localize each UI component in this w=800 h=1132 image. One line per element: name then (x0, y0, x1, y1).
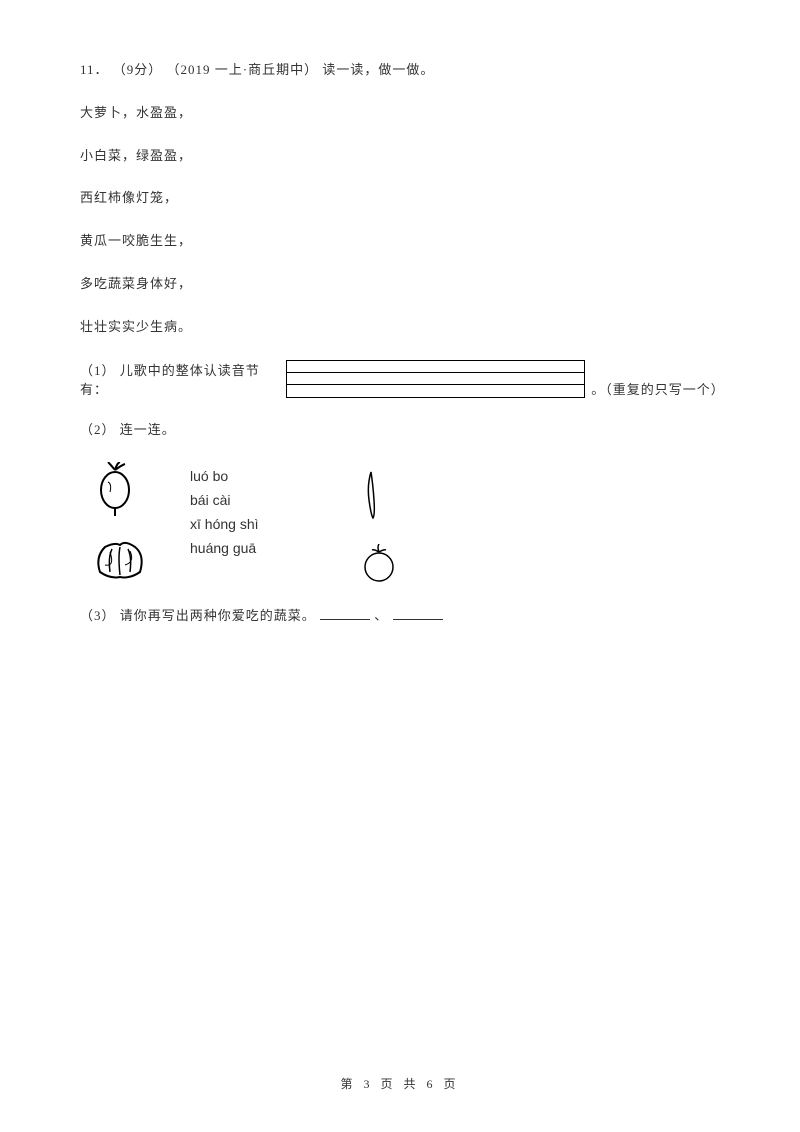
page-footer: 第 3 页 共 6 页 (0, 1075, 800, 1092)
question-points: （9分） (113, 62, 163, 77)
left-vegetables (90, 462, 150, 582)
question-number: 11． (80, 62, 109, 77)
sub-question-2: （2） 连一连。 (80, 420, 720, 441)
poem-line-5: 多吃蔬菜身体好， (80, 274, 720, 295)
tomato-icon (359, 544, 399, 584)
right-vegetables (359, 470, 409, 584)
sub-question-3: （3） 请你再写出两种你爱吃的蔬菜。 、 (80, 606, 720, 627)
question-header: 11． （9分） （2019 一上·商丘期中） 读一读，做一做。 (80, 60, 720, 81)
poem-line-2: 小白菜，绿盈盈， (80, 146, 720, 167)
sub3-sep: 、 (374, 608, 388, 623)
poem-line-6: 壮壮实实少生病。 (80, 317, 720, 338)
cucumber-icon (359, 470, 383, 520)
blank-2[interactable] (393, 606, 443, 620)
pinyin-column: luó bo bái cài xī hóng shì huáng guā (190, 468, 259, 556)
pinyin-luobo: luó bo (190, 468, 259, 484)
sub1-label: （1） 儿歌中的整体认读音节有： (80, 360, 280, 398)
writing-grid[interactable] (286, 360, 585, 398)
cabbage-icon (90, 537, 150, 582)
question-source: （2019 一上·商丘期中） (167, 62, 319, 77)
sub1-suffix: 。（重复的只写一个） (591, 379, 720, 398)
poem-line-3: 西红柿像灯笼， (80, 188, 720, 209)
page-content: 11． （9分） （2019 一上·商丘期中） 读一读，做一做。 大萝卜，水盈盈… (0, 0, 800, 627)
question-title: 读一读，做一做。 (322, 62, 434, 77)
blank-1[interactable] (320, 606, 370, 620)
sub3-prefix: （3） 请你再写出两种你爱吃的蔬菜。 (80, 608, 316, 623)
radish-icon (90, 462, 140, 517)
poem-line-1: 大萝卜，水盈盈， (80, 103, 720, 124)
poem-line-4: 黄瓜一咬脆生生， (80, 231, 720, 252)
pinyin-baicai: bái cài (190, 492, 259, 508)
sub-question-1: （1） 儿歌中的整体认读音节有： 。（重复的只写一个） (80, 360, 720, 398)
matching-area[interactable]: luó bo bái cài xī hóng shì huáng guā (90, 462, 720, 584)
pinyin-xihongshi: xī hóng shì (190, 516, 259, 532)
pinyin-huanggua: huáng guā (190, 540, 259, 556)
